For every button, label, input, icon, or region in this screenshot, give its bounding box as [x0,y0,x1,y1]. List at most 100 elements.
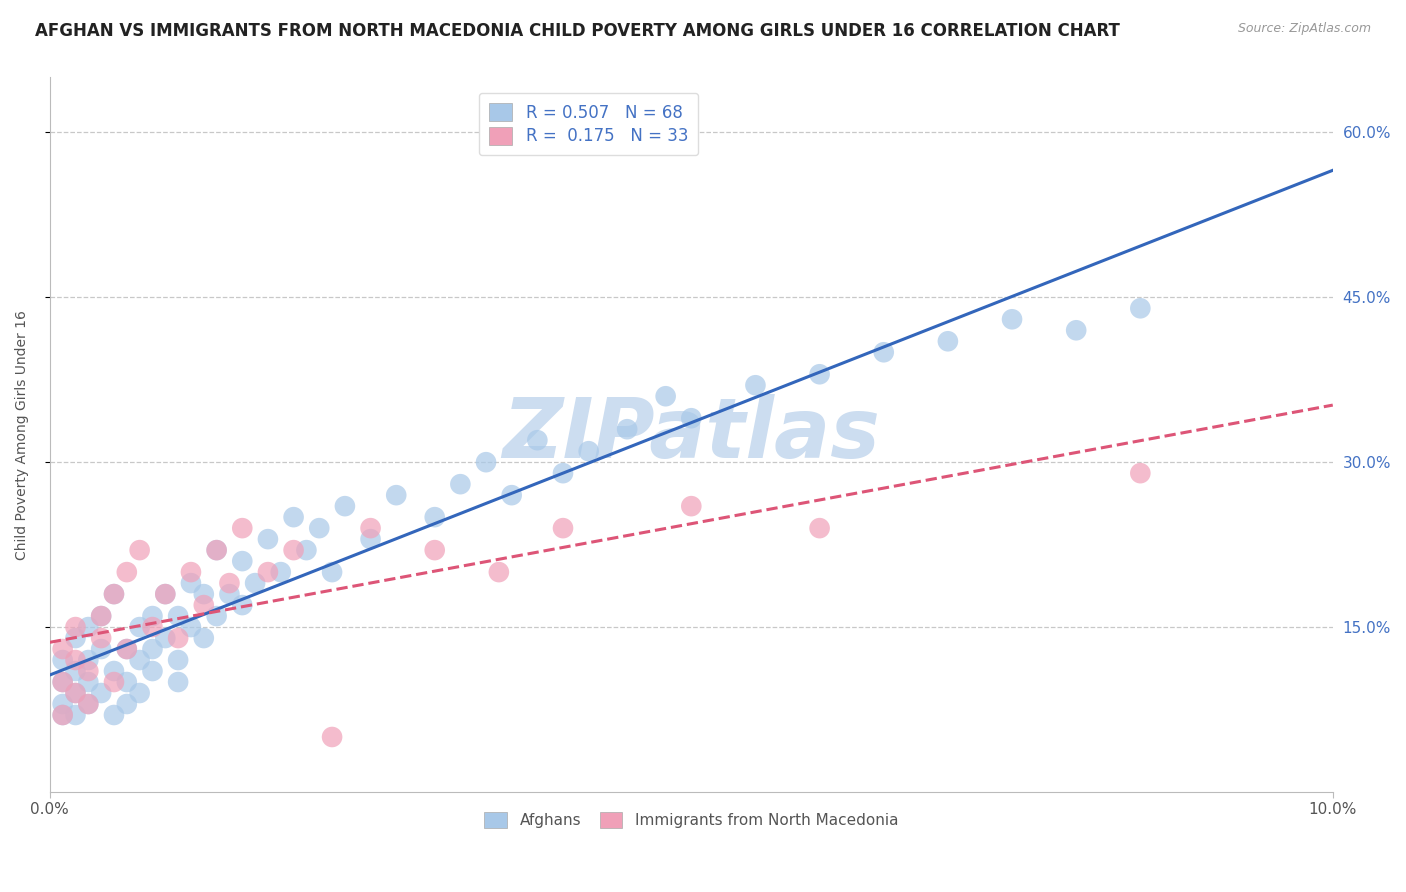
Point [103,664,125,678]
Point [115,642,138,657]
Point [654,389,676,403]
Point [257,565,280,579]
Point [744,378,766,392]
Point [167,675,190,690]
Point [243,576,266,591]
Text: ZIPatlas: ZIPatlas [502,394,880,475]
Text: Source: ZipAtlas.com: Source: ZipAtlas.com [1237,22,1371,36]
Point [1129,466,1152,480]
Point [873,345,896,359]
Point [128,686,150,700]
Point [218,587,240,601]
Point [90,609,112,624]
Text: AFGHAN VS IMMIGRANTS FROM NORTH MACEDONIA CHILD POVERTY AMONG GIRLS UNDER 16 COR: AFGHAN VS IMMIGRANTS FROM NORTH MACEDONI… [35,22,1121,40]
Point [141,609,163,624]
Point [52,708,75,723]
Point [193,587,215,601]
Point [218,576,240,591]
Point [551,521,574,535]
Point [385,488,408,502]
Point [65,686,87,700]
Point [526,433,548,447]
Point [90,642,112,657]
Point [128,543,150,558]
Point [52,708,75,723]
Point [283,510,305,524]
Point [52,697,75,711]
Point [475,455,498,469]
Point [77,697,100,711]
Point [52,675,75,690]
Point [180,620,202,634]
Point [52,653,75,667]
Point [167,653,190,667]
Point [167,631,190,645]
Point [423,510,446,524]
Point [115,642,138,657]
Point [193,598,215,612]
Point [270,565,292,579]
Point [231,554,253,568]
Point [141,642,163,657]
Point [231,598,253,612]
Point [231,521,253,535]
Point [295,543,318,558]
Point [333,499,356,513]
Point [936,334,959,349]
Point [115,675,138,690]
Point [1001,312,1024,326]
Point [321,565,343,579]
Point [77,664,100,678]
Point [360,532,382,546]
Point [103,587,125,601]
Point [77,653,100,667]
Point [141,620,163,634]
Point [321,730,343,744]
Point [128,653,150,667]
Point [65,686,87,700]
Point [167,609,190,624]
Point [1064,323,1087,337]
Legend: Afghans, Immigrants from North Macedonia: Afghans, Immigrants from North Macedonia [478,806,904,834]
Point [449,477,471,491]
Point [1129,301,1152,316]
Point [103,587,125,601]
Point [155,587,177,601]
Point [128,620,150,634]
Point [90,609,112,624]
Point [501,488,523,502]
Point [65,653,87,667]
Point [360,521,382,535]
Point [180,576,202,591]
Point [90,686,112,700]
Y-axis label: Child Poverty Among Girls Under 16: Child Poverty Among Girls Under 16 [15,310,30,559]
Point [77,675,100,690]
Point [155,587,177,601]
Point [52,642,75,657]
Point [616,422,638,436]
Point [551,466,574,480]
Point [808,368,831,382]
Point [65,708,87,723]
Point [65,631,87,645]
Point [65,620,87,634]
Point [488,565,510,579]
Point [103,675,125,690]
Point [65,664,87,678]
Point [52,675,75,690]
Point [681,411,703,425]
Point [90,631,112,645]
Point [681,499,703,513]
Point [283,543,305,558]
Point [257,532,280,546]
Point [115,565,138,579]
Point [808,521,831,535]
Point [155,631,177,645]
Point [180,565,202,579]
Point [308,521,330,535]
Point [205,543,228,558]
Point [423,543,446,558]
Point [115,697,138,711]
Point [205,609,228,624]
Point [578,444,600,458]
